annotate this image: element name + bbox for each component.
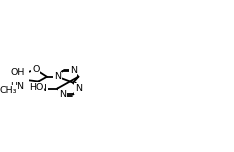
Text: N: N: [54, 72, 61, 81]
Text: H₂N: H₂N: [29, 84, 47, 93]
Text: N: N: [70, 66, 77, 75]
Text: HO: HO: [29, 83, 43, 92]
Text: CH₃: CH₃: [0, 86, 17, 95]
Text: N: N: [59, 90, 66, 99]
Text: OH: OH: [10, 68, 24, 77]
Text: HN: HN: [10, 82, 24, 91]
Text: N: N: [75, 84, 82, 93]
Text: O: O: [32, 65, 40, 74]
